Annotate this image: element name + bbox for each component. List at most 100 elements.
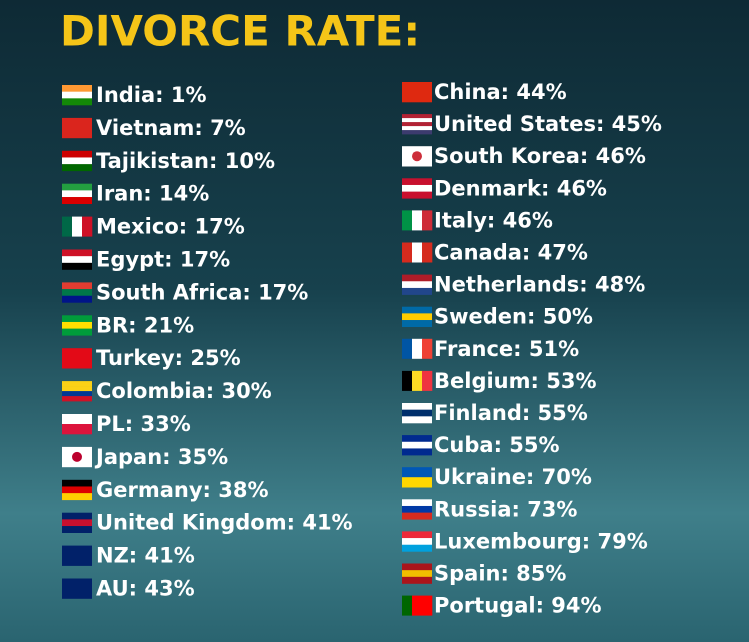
flag-stripe <box>62 183 92 191</box>
country-entry: Sweden: 50% <box>434 305 593 329</box>
flag-stripe <box>62 519 92 527</box>
country-entry: India: 1% <box>96 83 207 107</box>
flag-stripe <box>72 216 83 237</box>
flag-stripe <box>62 493 92 501</box>
flag-stripe <box>422 338 433 359</box>
country-entry: Colombia: 30% <box>96 379 272 403</box>
flag-stripe <box>402 403 432 410</box>
country-entry: NZ: 41% <box>96 544 195 568</box>
title: DIVORCE RATE: <box>60 7 420 56</box>
country-entry: Iran: 14% <box>96 182 209 206</box>
country-entry: Belgium: 53% <box>434 369 596 393</box>
country-entry: Finland: 55% <box>434 401 588 425</box>
country-entry: South Korea: 46% <box>434 144 646 168</box>
flag-stripe <box>402 320 432 327</box>
flag-stripe <box>402 563 432 571</box>
flag-stripe <box>62 348 92 369</box>
flag-stripe <box>62 424 92 435</box>
flag-stripe <box>412 242 423 263</box>
flag-stripe <box>62 249 92 257</box>
country-entry: Luxembourg: 79% <box>434 529 648 553</box>
flag-stripe <box>62 486 92 494</box>
country-entry: South Africa: 17% <box>96 280 308 304</box>
flag-stripe <box>62 414 92 425</box>
flag-stripe <box>402 191 432 199</box>
flag-stripe <box>62 321 92 329</box>
flag-stripe <box>402 281 432 289</box>
country-entry: PL: 33% <box>96 412 191 436</box>
flag-stripe <box>402 531 432 539</box>
flag-stripe <box>402 477 432 488</box>
flag-stripe <box>62 262 92 270</box>
flag-stripe <box>402 313 432 321</box>
flag-stripe <box>62 216 73 237</box>
country-entry: Canada: 47% <box>434 241 588 265</box>
flag-stripe <box>82 216 93 237</box>
flag-stripe <box>402 210 413 231</box>
flag-stripe <box>62 91 92 99</box>
flag-stripe <box>62 117 92 139</box>
flag-stripe <box>62 391 92 397</box>
flag-stripe <box>412 210 423 231</box>
flag-stripe <box>402 435 432 443</box>
flag-stripe <box>402 512 432 520</box>
flag-stripe <box>62 190 92 198</box>
flag-stripe <box>402 130 432 135</box>
flag-stripe <box>62 512 92 520</box>
flag-stripe <box>62 526 92 533</box>
flag-stripe <box>62 282 92 290</box>
flag-stripe <box>62 197 92 204</box>
flag-stripe <box>62 381 92 387</box>
flag-stripe <box>402 544 432 552</box>
flag-dot <box>72 451 82 462</box>
flag-stripe <box>402 274 432 282</box>
flag-stripe <box>62 85 92 92</box>
flag-stripe <box>422 210 433 231</box>
flag-stripe <box>402 122 432 127</box>
country-entry: Cuba: 55% <box>434 433 560 457</box>
country-entry: Tajikistan: 10% <box>96 149 275 173</box>
flag-stripe <box>402 287 432 295</box>
country-entry: Ukraine: 70% <box>434 465 592 489</box>
flag-stripe <box>62 479 92 487</box>
flag-stripe <box>412 370 423 391</box>
flag-stripe <box>402 505 432 513</box>
flag-stripe <box>62 157 92 165</box>
flag-stripe <box>402 499 432 507</box>
flag-stripe <box>62 545 92 566</box>
flag-stripe <box>62 164 92 172</box>
flag-stripe <box>422 370 433 391</box>
flag-stripe <box>402 114 432 119</box>
flag-stripe <box>402 338 413 359</box>
flag-stripe <box>402 178 432 186</box>
flag-stripe <box>402 538 432 546</box>
flag-stripe <box>402 570 432 578</box>
flag-stripe <box>402 467 432 478</box>
flag-stripe <box>62 386 92 392</box>
country-entry: China: 44% <box>434 80 567 104</box>
flag-stripe <box>402 118 432 123</box>
country-entry: Italy: 46% <box>434 208 553 232</box>
country-entry: Denmark: 46% <box>434 176 607 200</box>
flag-stripe <box>422 242 433 263</box>
country-entry: Japan: 35% <box>94 445 228 469</box>
flag-stripe <box>62 295 92 303</box>
flag-dot <box>412 151 422 162</box>
flag-stripe <box>412 595 423 616</box>
country-entry: Russia: 73% <box>434 497 577 521</box>
flag-stripe <box>402 409 432 417</box>
country-entry: United Kingdom: 41% <box>96 511 353 535</box>
country-entry: Turkey: 25% <box>96 346 241 370</box>
country-entry: United States: 45% <box>434 112 662 136</box>
country-entry: France: 51% <box>434 337 579 361</box>
country-entry: Spain: 85% <box>434 562 566 586</box>
country-entry: Mexico: 17% <box>96 215 245 239</box>
flag-stripe <box>62 328 92 336</box>
country-entry: BR: 21% <box>96 313 194 337</box>
flag-stripe <box>62 98 92 106</box>
flag-stripe <box>412 338 423 359</box>
country-entry: Egypt: 17% <box>96 248 230 272</box>
country-entry: Vietnam: 7% <box>96 116 246 140</box>
